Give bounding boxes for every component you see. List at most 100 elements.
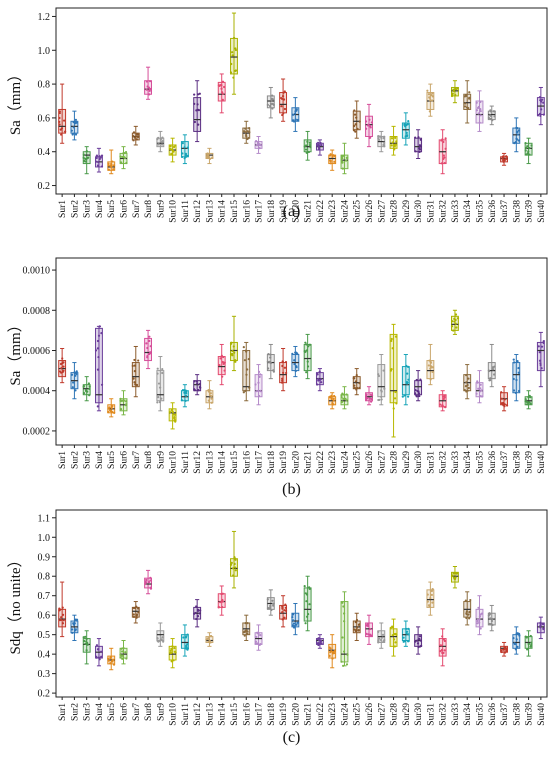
- data-point: [403, 394, 406, 397]
- data-point: [120, 408, 123, 411]
- data-point: [234, 558, 237, 561]
- data-point: [111, 659, 114, 662]
- data-point: [291, 613, 295, 616]
- x-tick-label: Sur3: [83, 451, 93, 469]
- box-sur1: [58, 347, 67, 384]
- data-point: [377, 641, 380, 644]
- data-point: [100, 165, 104, 168]
- data-point: [525, 636, 528, 639]
- data-point: [244, 127, 247, 130]
- box-sur32: [438, 129, 447, 175]
- data-point: [514, 648, 517, 651]
- data-point: [244, 621, 247, 625]
- box-sur34: [463, 364, 472, 400]
- data-point: [135, 605, 138, 608]
- box-sur17: [254, 364, 263, 406]
- data-point: [442, 154, 445, 157]
- box-sur14: [217, 585, 226, 616]
- data-point: [135, 138, 138, 141]
- data-point: [463, 95, 467, 98]
- data-point: [527, 642, 531, 645]
- data-point: [284, 360, 288, 364]
- data-point: [244, 349, 247, 352]
- data-point: [355, 618, 359, 622]
- data-point: [97, 161, 100, 164]
- data-point: [233, 351, 236, 354]
- x-tick-label: Sur26: [365, 703, 375, 726]
- data-point: [267, 367, 270, 370]
- data-point: [465, 612, 468, 616]
- data-point: [503, 646, 507, 649]
- data-point: [124, 400, 128, 403]
- data-point: [451, 320, 454, 323]
- data-point: [292, 119, 295, 122]
- x-tick-label: Sur24: [340, 451, 350, 474]
- y-axis-label: Sa（mm）: [7, 317, 24, 385]
- box-sur4: [94, 325, 104, 412]
- data-point: [469, 598, 472, 602]
- x-tick-label: Sur12: [193, 451, 203, 474]
- data-point: [390, 137, 394, 140]
- data-point: [95, 156, 98, 160]
- data-point: [341, 156, 344, 160]
- data-point: [440, 162, 443, 165]
- data-point: [100, 655, 103, 658]
- box-sur33: [450, 309, 460, 335]
- data-point: [61, 613, 65, 616]
- data-point: [478, 121, 481, 124]
- data-point: [131, 364, 134, 368]
- data-point: [345, 393, 348, 396]
- x-tick-label: Sur21: [304, 703, 314, 726]
- data-point: [254, 383, 257, 386]
- data-point: [122, 151, 126, 155]
- box-sur15: [229, 315, 238, 372]
- data-point: [100, 383, 104, 386]
- data-point: [158, 401, 162, 404]
- data-point: [257, 381, 260, 384]
- x-tick-label: Sur33: [451, 451, 461, 474]
- data-point: [341, 636, 344, 639]
- data-point: [525, 146, 528, 150]
- data-point: [148, 352, 151, 356]
- box-sur9: [156, 130, 165, 153]
- data-point: [320, 381, 323, 384]
- data-point: [404, 627, 408, 630]
- data-point: [220, 599, 223, 603]
- data-point: [477, 606, 480, 609]
- data-point: [365, 127, 368, 130]
- data-point: [246, 630, 249, 633]
- box-sur9: [156, 356, 165, 412]
- data-point: [173, 650, 176, 653]
- data-point: [107, 164, 110, 167]
- data-point: [441, 404, 444, 407]
- data-point: [135, 616, 138, 619]
- data-point: [328, 654, 331, 657]
- data-point: [197, 93, 200, 96]
- data-point: [354, 123, 357, 126]
- data-point: [317, 146, 321, 149]
- data-point: [524, 142, 527, 145]
- data-point: [390, 144, 393, 147]
- data-point: [465, 374, 468, 377]
- data-point: [539, 362, 542, 365]
- data-point: [451, 92, 454, 95]
- data-point: [294, 369, 297, 373]
- x-tick-label: Sur12: [193, 200, 203, 223]
- data-point: [174, 144, 177, 147]
- x-tick-label: Sur6: [120, 703, 130, 721]
- data-point: [169, 651, 173, 655]
- data-point: [160, 397, 163, 400]
- data-point: [392, 638, 396, 641]
- x-tick-label: Sur21: [304, 200, 314, 223]
- data-point: [333, 394, 336, 398]
- data-point: [96, 339, 100, 343]
- iqr-box: [401, 122, 410, 139]
- data-point: [392, 407, 395, 410]
- data-point: [285, 371, 288, 375]
- data-point: [220, 87, 223, 90]
- x-tick-label: Sur5: [107, 200, 117, 218]
- data-point: [542, 339, 545, 343]
- data-point: [476, 380, 479, 383]
- data-point: [111, 160, 114, 163]
- data-point: [316, 144, 319, 147]
